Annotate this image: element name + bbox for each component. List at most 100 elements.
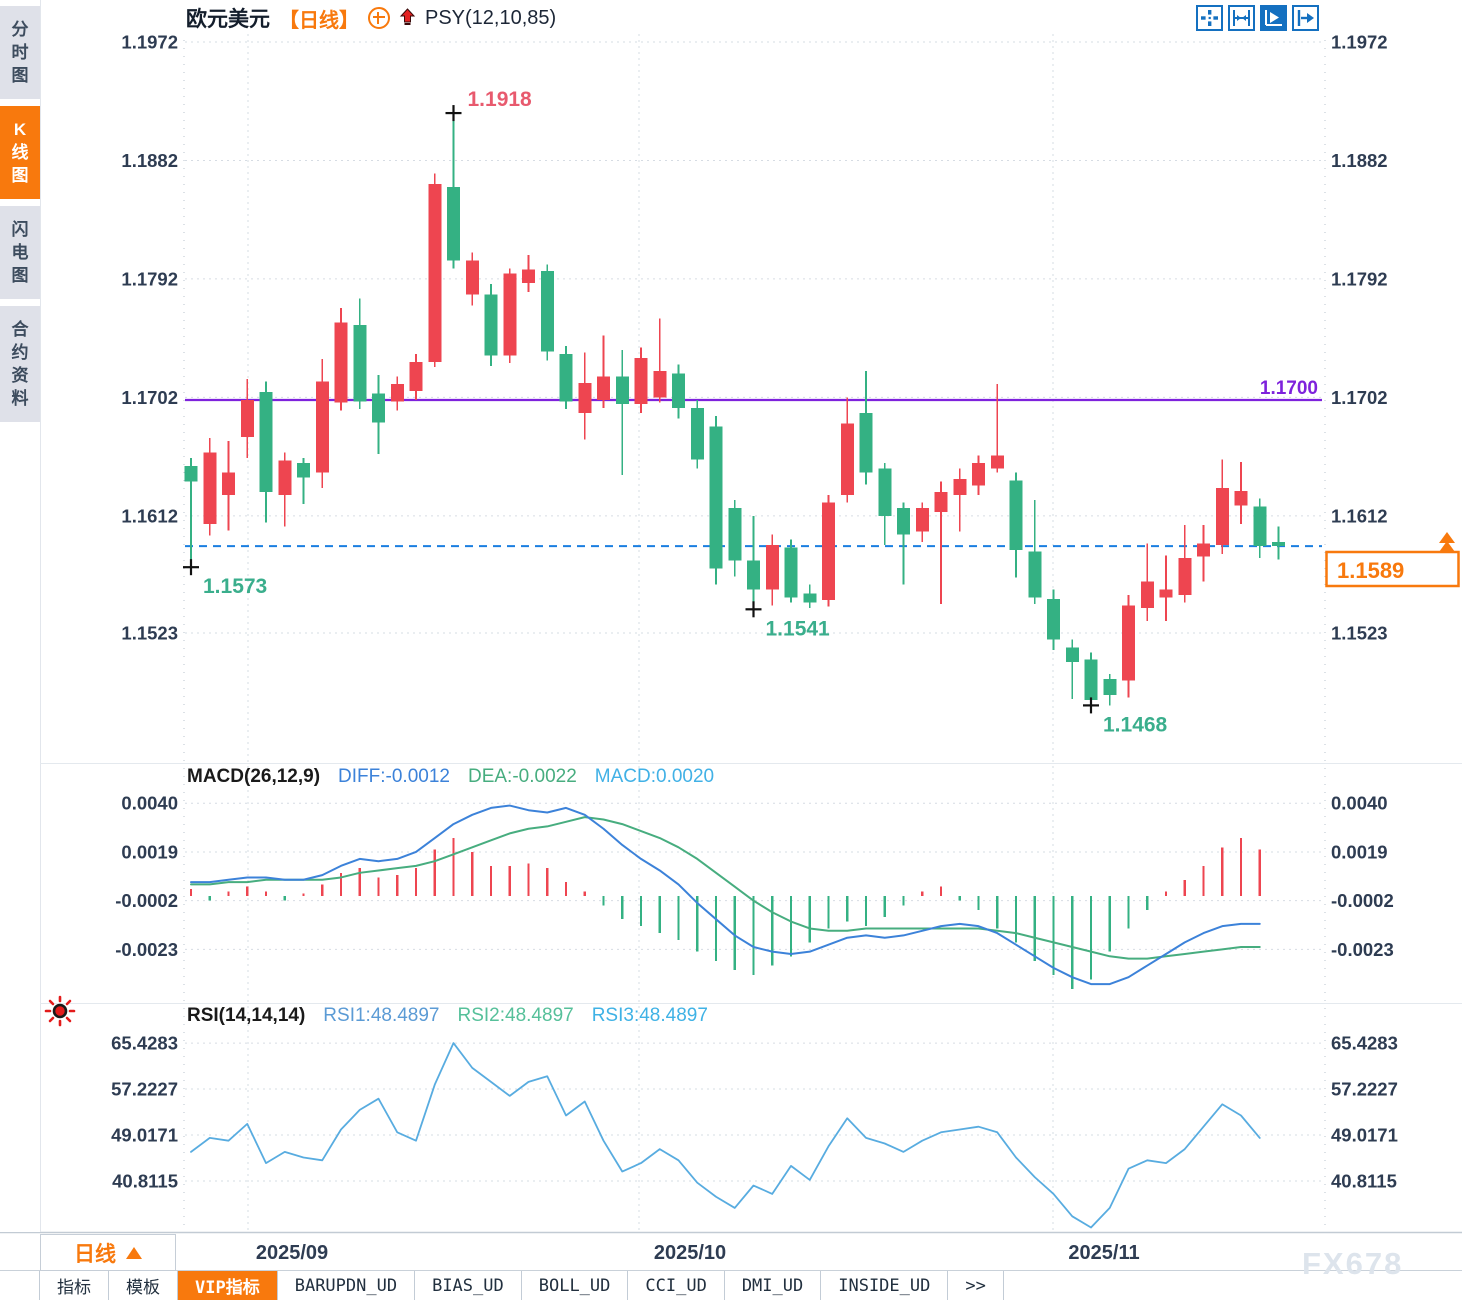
macd-hist-bar (939, 886, 943, 896)
price-up-arrow-icon (1439, 532, 1455, 543)
macd-hist-bar (321, 884, 324, 896)
sidebar-tab-3[interactable]: 闪电图 (0, 206, 40, 299)
chart-header: 欧元美元 【日线】 PSY(12,10,85) (186, 4, 556, 32)
candle-body (672, 373, 685, 408)
indicator-tab-2[interactable]: 模板 (109, 1271, 178, 1300)
macd-hist-bar (396, 875, 399, 896)
macd-hist-bar (752, 896, 755, 975)
candle-body (447, 186, 460, 261)
macd-hist-bar (1033, 896, 1036, 961)
svg-text:49.0171: 49.0171 (1331, 1125, 1398, 1146)
rsi-title[interactable]: RSI(14,14,14) (187, 1005, 306, 1026)
indicator-label[interactable]: PSY(12,10,85) (425, 6, 557, 29)
candle-body (709, 426, 723, 569)
candle-body (1197, 543, 1210, 557)
macd-hist-bar (621, 896, 624, 920)
alert-sun-icon[interactable] (44, 995, 76, 1032)
svg-text:1.1523: 1.1523 (121, 623, 178, 644)
macd-hist-bar (227, 891, 230, 896)
rsi-line (190, 1042, 1261, 1229)
rsi-header: RSI(14,14,14) RSI1:48.4897 RSI2:48.4897 … (187, 1005, 708, 1027)
tabbar-more-button[interactable]: >> (948, 1271, 1004, 1300)
auto-scroll-icon[interactable] (1260, 5, 1287, 31)
macd-hist-bar (414, 868, 418, 896)
macd-hist-bar (921, 891, 924, 896)
svg-text:1.1972: 1.1972 (121, 32, 178, 53)
macd-hist-bar (489, 865, 493, 896)
svg-text:1.1792: 1.1792 (1331, 268, 1388, 289)
candle-body (184, 465, 198, 482)
macd-hist-bar (1239, 838, 1243, 896)
macd-hist-bar (283, 896, 286, 901)
macd-hist-bar (733, 896, 736, 971)
indicator-tab-4[interactable]: BARUPDN_UD (277, 1271, 416, 1300)
candle-body (1140, 581, 1154, 608)
svg-text:2025/10: 2025/10 (654, 1242, 726, 1264)
svg-text:2025/09: 2025/09 (256, 1242, 328, 1264)
move-crosshair-icon[interactable] (1196, 5, 1223, 31)
circle-plus-icon[interactable] (368, 7, 390, 29)
svg-text:1.1468: 1.1468 (1103, 713, 1168, 736)
indicator-tab-8[interactable]: DMI_UD (724, 1271, 822, 1300)
axis-range-icon[interactable] (1228, 5, 1255, 31)
svg-text:65.4283: 65.4283 (1331, 1033, 1398, 1054)
candle-body (653, 371, 667, 398)
macd-hist-bar (658, 896, 661, 934)
candle-body (409, 361, 423, 391)
svg-text:1.1702: 1.1702 (1331, 387, 1388, 408)
indicator-tab-9[interactable]: INSIDE_UD (821, 1271, 949, 1300)
candle-body (859, 413, 873, 473)
macd-hist-bar (358, 868, 361, 896)
macd-hist-bar (433, 849, 436, 896)
candle-body (1122, 605, 1135, 681)
candle-body (372, 393, 385, 423)
svg-text:49.0171: 49.0171 (111, 1125, 178, 1146)
candle-body (615, 376, 629, 404)
candle-body (484, 294, 498, 356)
macd-hist-bar (714, 896, 718, 961)
indicator-tab-1[interactable]: 指标 (40, 1271, 109, 1300)
candle-body (540, 271, 554, 352)
svg-text:40.8115: 40.8115 (112, 1170, 178, 1191)
svg-text:0.0019: 0.0019 (121, 841, 178, 862)
period-dropdown-button[interactable]: 日线 (40, 1234, 176, 1271)
rsi2-value: RSI2:48.4897 (457, 1005, 574, 1026)
candle-body (634, 357, 648, 404)
indicator-tab-6[interactable]: BOLL_UD (521, 1271, 629, 1300)
sidebar-tab-1[interactable]: 分时图 (0, 6, 40, 99)
candle-body (972, 463, 985, 486)
price-up-arrow-icon (1439, 541, 1455, 552)
candle-body (259, 392, 273, 493)
svg-text:1.1882: 1.1882 (121, 150, 178, 171)
indicator-tab-3[interactable]: VIP指标 (178, 1271, 278, 1300)
svg-text:57.2227: 57.2227 (1331, 1079, 1398, 1100)
candle-body (1178, 557, 1192, 595)
candle-body (747, 560, 760, 590)
macd-header: MACD(26,12,9) DIFF:-0.0012 DEA:-0.0022 M… (187, 766, 714, 788)
indicator-tab-5[interactable]: BIAS_UD (415, 1271, 522, 1300)
candle-body (728, 507, 742, 561)
macd-title[interactable]: MACD(26,12,9) (187, 766, 321, 787)
macd-hist-bar (377, 877, 380, 896)
last-price-box (1325, 550, 1460, 588)
candle-body (1065, 647, 1079, 662)
macd-hist-bar (339, 872, 343, 896)
period-dropdown-label: 日线 (74, 1242, 116, 1266)
macd-hist-bar (1127, 896, 1130, 929)
macd-hist-bar (789, 896, 793, 957)
go-to-latest-icon[interactable] (1292, 5, 1319, 31)
svg-text:40.8115: 40.8115 (1331, 1170, 1397, 1191)
candle-body (915, 507, 929, 532)
candle-body (315, 381, 329, 473)
rsi1-value: RSI1:48.4897 (323, 1005, 440, 1026)
sidebar-tab-4[interactable]: 合约资料 (0, 306, 40, 422)
macd-hist-bar (1258, 849, 1261, 896)
svg-text:57.2227: 57.2227 (111, 1079, 178, 1100)
candle-body (278, 460, 292, 495)
indicator-tab-7[interactable]: CCI_UD (628, 1271, 725, 1300)
macd-dea-value: DEA:-0.0022 (467, 766, 577, 787)
svg-text:-0.0023: -0.0023 (115, 939, 178, 960)
svg-text:1.1882: 1.1882 (1331, 150, 1388, 171)
